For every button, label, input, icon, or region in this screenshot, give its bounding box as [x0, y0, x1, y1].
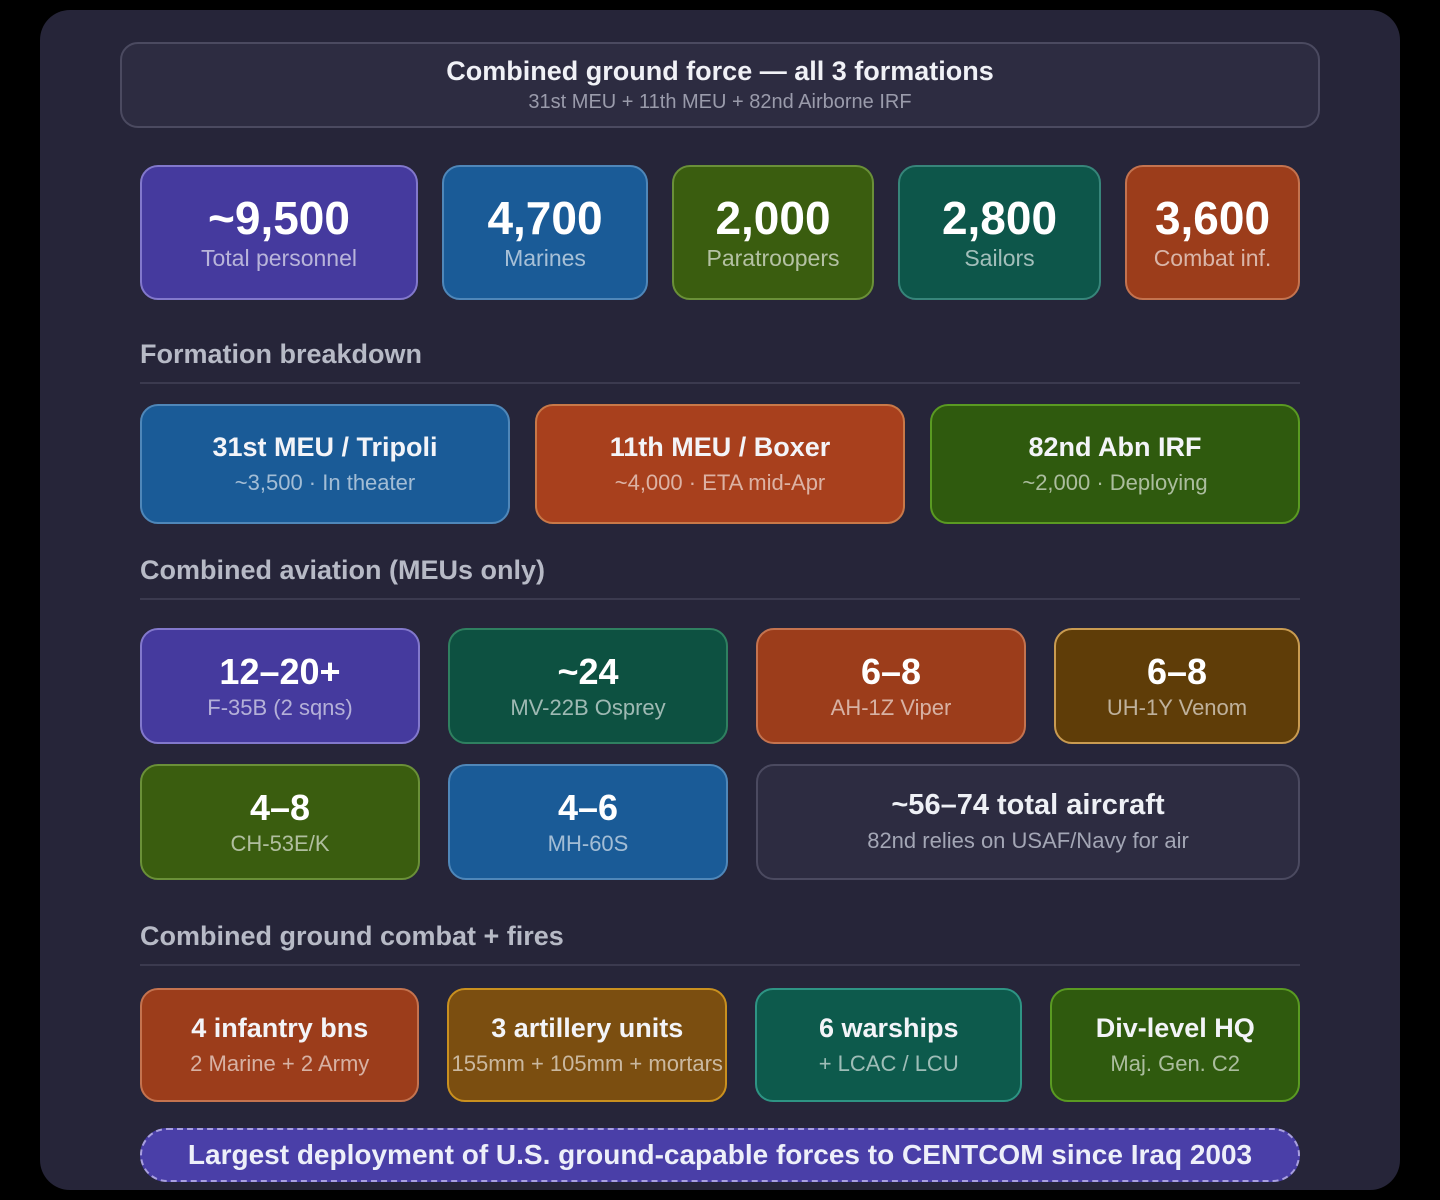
ground-title: 4 infantry bns [191, 1013, 369, 1044]
stat-value: ~9,500 [208, 192, 350, 244]
formation-subtitle: ~3,500 · In theater [234, 469, 416, 495]
formation-card-31st-meu: 31st MEU / Tripoli ~3,500 · In theater [140, 404, 510, 524]
ground-card-hq: Div-level HQ Maj. Gen. C2 [1050, 988, 1300, 1102]
ground-row: 4 infantry bns 2 Marine + 2 Army 3 artil… [140, 988, 1300, 1102]
section-divider [140, 598, 1300, 600]
aircraft-type: MV-22B Osprey [510, 694, 666, 720]
header-card: Combined ground force — all 3 formations… [120, 42, 1320, 128]
formation-subtitle: ~2,000 · Deploying [1022, 469, 1208, 495]
formation-card-11th-meu: 11th MEU / Boxer ~4,000 · ETA mid-Apr [535, 404, 905, 524]
callout-banner: Largest deployment of U.S. ground-capabl… [140, 1128, 1300, 1182]
ground-card-warships: 6 warships + LCAC / LCU [754, 988, 1023, 1102]
formation-title: 11th MEU / Boxer [609, 432, 831, 463]
ground-subtitle: Maj. Gen. C2 [1110, 1050, 1241, 1076]
ground-card-artillery: 3 artillery units 155mm + 105mm + mortar… [447, 988, 727, 1102]
aviation-row-1: 12–20+ F-35B (2 sqns) ~24 MV-22B Osprey … [140, 628, 1300, 744]
stat-card-combat-infantry: 3,600 Combat inf. [1125, 165, 1300, 300]
aircraft-count: 4–8 [249, 786, 311, 828]
aircraft-type: F-35B (2 sqns) [207, 694, 353, 720]
stat-card-total-personnel: ~9,500 Total personnel [140, 165, 418, 300]
aircraft-count: 12–20+ [219, 650, 341, 692]
page-subtitle: 31st MEU + 11th MEU + 82nd Airborne IRF [528, 90, 912, 113]
aviation-card-mv22b: ~24 MV-22B Osprey [448, 628, 728, 744]
stat-label: Marines [504, 245, 586, 271]
section-divider [140, 964, 1300, 966]
aircraft-count: 6–8 [860, 650, 922, 692]
stat-value: 3,600 [1154, 192, 1271, 244]
stat-card-sailors: 2,800 Sailors [898, 165, 1101, 300]
stat-value: 2,000 [715, 192, 831, 244]
aviation-card-uh1y: 6–8 UH-1Y Venom [1054, 628, 1300, 744]
aviation-row-2: 4–8 CH-53E/K 4–6 MH-60S ~56–74 total air… [140, 764, 1300, 880]
stat-value: 4,700 [487, 192, 603, 244]
ground-subtitle: + LCAC / LCU [818, 1050, 959, 1076]
aircraft-count: ~24 [557, 650, 619, 692]
aviation-card-ch53: 4–8 CH-53E/K [140, 764, 420, 880]
aircraft-type: CH-53E/K [230, 830, 330, 856]
formation-title: 31st MEU / Tripoli [212, 432, 438, 463]
ground-card-infantry: 4 infantry bns 2 Marine + 2 Army [140, 988, 420, 1102]
ground-title: 6 warships [818, 1013, 959, 1044]
aviation-total-note-card: ~56–74 total aircraft 82nd relies on USA… [756, 764, 1300, 880]
aircraft-count: 4–6 [557, 786, 619, 828]
stat-label: Combat inf. [1153, 245, 1272, 271]
stats-row: ~9,500 Total personnel 4,700 Marines 2,0… [140, 165, 1300, 300]
stat-label: Total personnel [201, 245, 357, 271]
formation-title: 82nd Abn IRF [1028, 432, 1202, 463]
aviation-card-ah1z: 6–8 AH-1Z Viper [756, 628, 1026, 744]
ground-title: Div-level HQ [1095, 1013, 1255, 1044]
ground-subtitle: 2 Marine + 2 Army [190, 1050, 370, 1076]
aircraft-type: MH-60S [547, 830, 629, 856]
stat-card-paratroopers: 2,000 Paratroopers [672, 165, 874, 300]
aviation-card-mh60s: 4–6 MH-60S [448, 764, 728, 880]
formation-card-82nd-irf: 82nd Abn IRF ~2,000 · Deploying [930, 404, 1300, 524]
section-heading-aviation: Combined aviation (MEUs only) [140, 555, 546, 585]
aviation-total-note: 82nd relies on USAF/Navy for air [867, 828, 1189, 854]
aircraft-type: UH-1Y Venom [1106, 694, 1248, 720]
aviation-card-f35b: 12–20+ F-35B (2 sqns) [140, 628, 420, 744]
stat-label: Paratroopers [706, 245, 840, 271]
ground-subtitle: 155mm + 105mm + mortars [451, 1050, 723, 1076]
stat-value: 2,800 [941, 192, 1058, 244]
stat-card-marines: 4,700 Marines [442, 165, 648, 300]
section-heading-formation: Formation breakdown [140, 339, 423, 369]
formation-row: 31st MEU / Tripoli ~3,500 · In theater 1… [140, 404, 1300, 524]
stat-label: Sailors [964, 245, 1035, 271]
section-heading-ground: Combined ground combat + fires [140, 921, 564, 951]
aircraft-type: AH-1Z Viper [830, 694, 952, 720]
aviation-total-title: ~56–74 total aircraft [891, 789, 1165, 822]
aircraft-count: 6–8 [1146, 650, 1208, 692]
page-title: Combined ground force — all 3 formations [446, 56, 994, 87]
ground-title: 3 artillery units [491, 1013, 684, 1044]
section-divider [140, 382, 1300, 384]
callout-text: Largest deployment of U.S. ground-capabl… [187, 1139, 1253, 1170]
dashboard-panel: Combined ground force — all 3 formations… [40, 10, 1400, 1190]
formation-subtitle: ~4,000 · ETA mid-Apr [614, 469, 826, 495]
